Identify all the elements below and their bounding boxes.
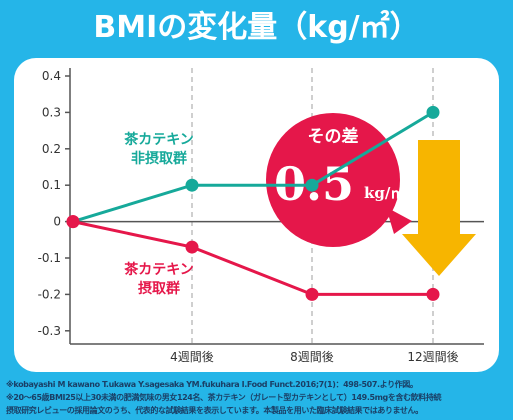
down-arrow	[402, 140, 476, 276]
callout-pointer	[386, 207, 412, 234]
data-point-0-2	[305, 178, 319, 192]
y-tick-label-3: 0.1	[42, 178, 61, 192]
footnote-citation: ※kobayashi M kawano T.ukawa Y.sagesaka Y…	[6, 380, 418, 389]
y-tick-label-6: -0.2	[38, 287, 61, 301]
difference-badge	[266, 113, 400, 247]
footnote-study-note: ※20～65歳BMI25以上30未満の肥満気味の男女124名、茶カテキン（ガレー…	[6, 393, 442, 402]
data-point-1-1	[185, 240, 199, 254]
line-chart: 0.4 0.3 0.2 0.1 0 -0.1 -0.2 -0.3 4週間後 8週間後 12週間後 その…	[38, 68, 484, 364]
series-label-1-line-1: 摂取群	[138, 280, 180, 297]
y-tick-label-1: 0.3	[42, 105, 61, 119]
x-tick-label-3: 12週間後	[407, 350, 458, 364]
y-tick-label-5: -0.1	[38, 251, 61, 265]
y-tick-label-4: 0	[53, 215, 61, 229]
x-tick-label-1: 4週間後	[170, 350, 214, 364]
chart-title: BMIの変化量（kg/㎡）	[93, 10, 420, 45]
data-point-1-2	[305, 287, 319, 301]
y-tick-label-0: 0.4	[42, 69, 61, 83]
footnote-disclaimer: 摂取研究レビューの採用論文のうち、代表的な試験結果を表示しています。本製品を用い…	[6, 406, 423, 415]
chart-panel: 0.4 0.3 0.2 0.1 0 -0.1 -0.2 -0.3 4週間後 8週間後 12週間後 その…	[14, 58, 499, 372]
series-line-0	[72, 111, 434, 224]
series-label-0-line-0: 茶カテキン	[123, 131, 194, 148]
data-point-0-3	[426, 105, 440, 119]
y-tick-label-2: 0.2	[42, 142, 61, 156]
difference-label: その差	[308, 126, 359, 147]
data-point-0-1	[185, 178, 199, 192]
difference-unit: kg/㎡	[364, 184, 405, 202]
data-point-1-3	[426, 287, 440, 301]
footnote: ※kobayashi M kawano T.ukawa Y.sagesaka Y…	[6, 378, 510, 417]
series-label-1-line-0: 茶カテキン	[123, 261, 194, 278]
data-point-1-0	[66, 215, 80, 229]
x-tick-label-2: 8週間後	[290, 350, 334, 364]
series-line-1	[72, 220, 433, 296]
y-tick-label-7: -0.3	[38, 324, 61, 338]
series-label-0-line-1: 非摂取群	[131, 150, 187, 167]
